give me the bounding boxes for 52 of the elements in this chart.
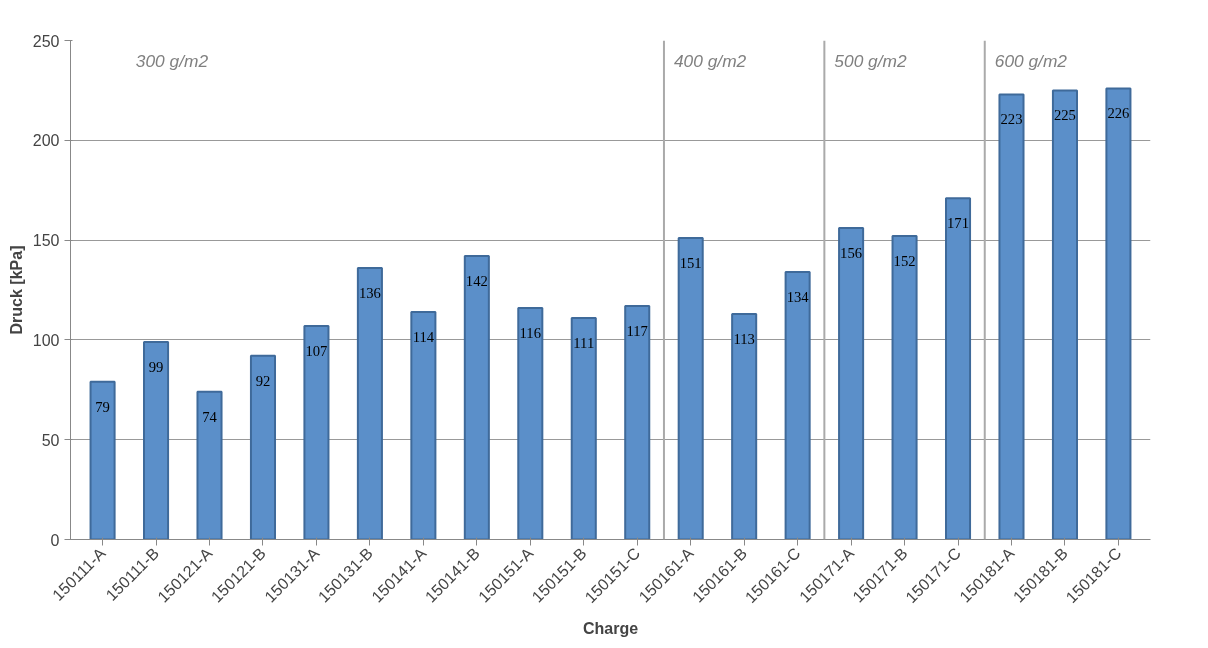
data-label: 92	[255, 372, 271, 389]
annotation: 300 g/m2	[135, 50, 209, 71]
data-label: 114	[412, 328, 435, 345]
bar	[463, 255, 490, 540]
bar	[570, 316, 597, 540]
data-label: 116	[519, 324, 542, 341]
bar	[784, 271, 811, 540]
bar	[303, 324, 330, 540]
y-tick-label: 150	[32, 232, 60, 250]
bar	[89, 380, 116, 540]
data-label: 156	[840, 245, 863, 262]
y-tick-label: 0	[50, 531, 60, 549]
bar	[143, 340, 170, 540]
data-label: 74	[202, 408, 218, 425]
data-label: 107	[305, 342, 328, 359]
bar	[731, 312, 758, 540]
bar	[1105, 87, 1132, 540]
bar	[998, 93, 1025, 540]
data-label: 226	[1107, 105, 1130, 122]
y-tick-label: 200	[32, 132, 60, 150]
bar	[891, 235, 918, 540]
bar	[677, 237, 704, 540]
data-label: 111	[573, 334, 595, 351]
data-label: 79	[95, 398, 110, 415]
y-tick-label: 100	[32, 331, 60, 349]
y-tick-label: 50	[41, 431, 60, 449]
x-axis-title: Charge	[582, 620, 639, 638]
annotation: 500 g/m2	[834, 50, 907, 71]
annotation: 600 g/m2	[994, 50, 1068, 71]
data-label: 134	[786, 289, 810, 306]
data-label: 171	[947, 215, 970, 232]
bar	[196, 390, 223, 540]
bar	[838, 227, 865, 540]
data-label: 117	[626, 322, 648, 339]
data-label: 136	[358, 285, 381, 302]
bar	[624, 304, 651, 540]
data-label: 223	[1000, 111, 1023, 128]
data-label: 151	[679, 255, 702, 272]
y-axis-title: Druck [kPa]	[7, 245, 25, 335]
bar	[249, 354, 276, 540]
bar	[356, 267, 383, 540]
bar	[517, 306, 544, 540]
data-label: 113	[733, 330, 755, 347]
y-tick-label: 250	[32, 32, 60, 50]
bar	[410, 310, 437, 540]
data-label: 142	[465, 273, 488, 290]
data-label: 99	[148, 358, 164, 375]
annotation: 400 g/m2	[673, 50, 747, 71]
data-label: 152	[893, 253, 916, 270]
bar	[945, 197, 972, 540]
data-label: 225	[1053, 107, 1076, 124]
bar	[1051, 89, 1078, 540]
